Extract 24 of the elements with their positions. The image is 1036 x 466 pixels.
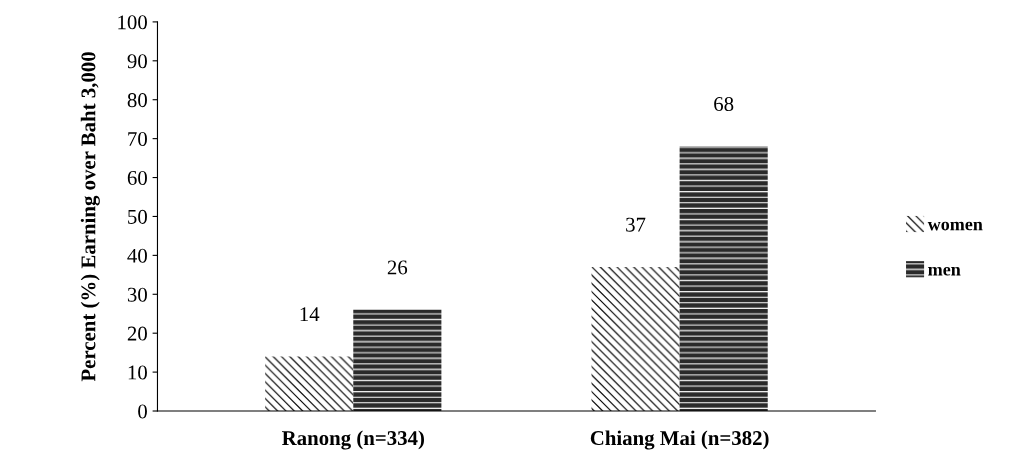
bar: [265, 356, 354, 412]
bar: [591, 267, 680, 412]
bar: [353, 309, 442, 412]
legend-label: women: [927, 221, 983, 231]
x-tick-label: Chiang Mai (n=382): [590, 430, 769, 450]
y-tick-label: 50: [128, 209, 147, 224]
data-label: 68: [714, 97, 734, 112]
legend-label: men: [928, 266, 961, 276]
y-tick-label: 40: [127, 248, 147, 263]
y-tick-label: 60: [127, 170, 147, 185]
y-tick-label: 0: [138, 404, 147, 419]
x-tick-label: Ranong (n=334): [282, 430, 424, 450]
data-label: 37: [626, 217, 646, 232]
y-tick-label: 90: [127, 54, 147, 69]
y-tick-label: 80: [127, 93, 147, 108]
y-tick-label: 20: [127, 326, 147, 341]
bar: [679, 146, 768, 412]
y-tick-label: 10: [128, 365, 147, 380]
data-label: 26: [387, 260, 408, 275]
y-tick-label: 70: [128, 132, 147, 147]
y-tick-label: 30: [127, 287, 147, 302]
data-label: 14: [300, 307, 320, 321]
y-tick-label: 100: [118, 15, 147, 30]
y-axis-title: Percent (%) Earning over Baht 3,000: [80, 52, 100, 382]
